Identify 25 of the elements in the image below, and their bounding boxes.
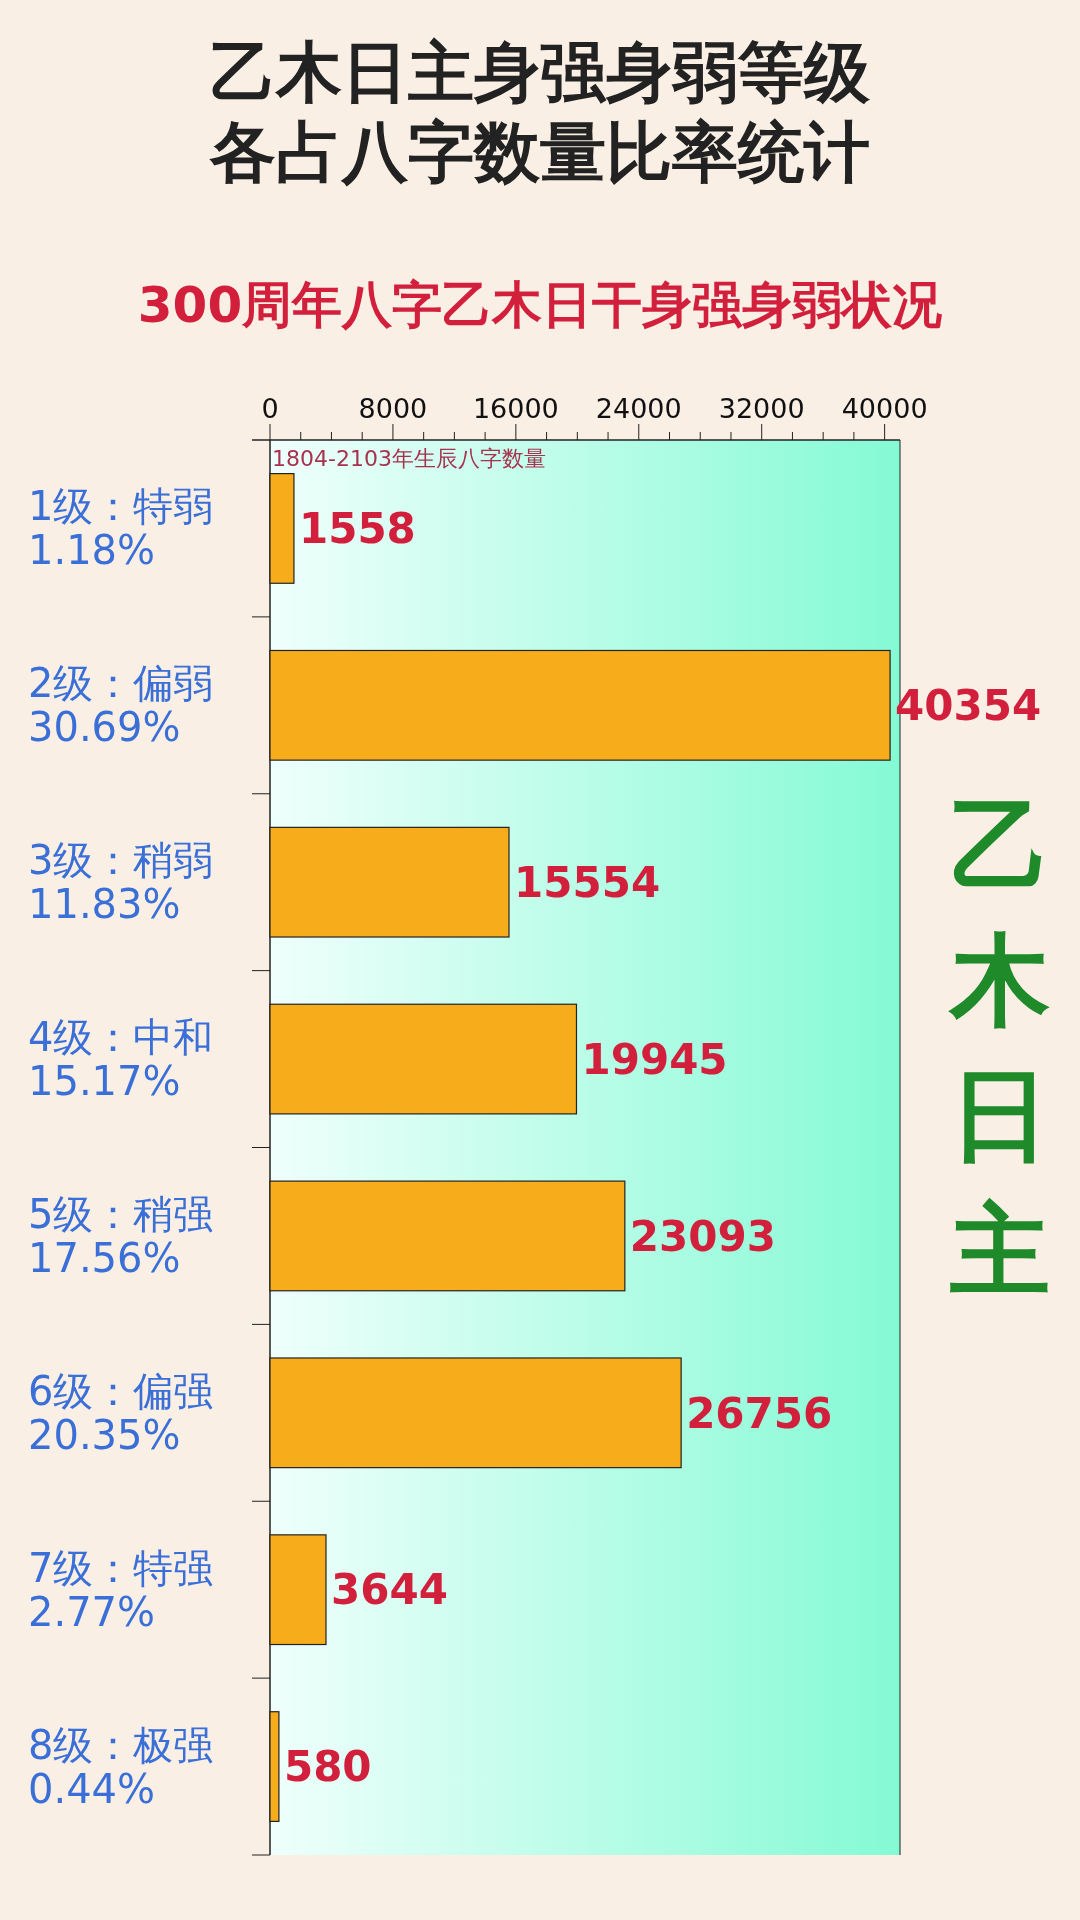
- x-tick-label: 8000: [358, 393, 428, 424]
- x-tick-label: 0: [261, 393, 279, 424]
- data-label: 23093: [629, 1211, 776, 1261]
- y-tick-label: 2级：偏弱 30.69%: [28, 660, 214, 751]
- data-label: 3644: [330, 1565, 448, 1615]
- data-label: 1558: [298, 504, 416, 554]
- y-tick-label: 8级：极强 0.44%: [28, 1721, 214, 1812]
- x-tick-label: 40000: [841, 393, 928, 424]
- chart-title: 乙木日主身强身弱等级各占八字数量比率统计: [209, 34, 871, 191]
- y-tick-label: 7级：特强 2.77%: [28, 1544, 214, 1635]
- data-label: 15554: [514, 857, 661, 907]
- data-label: 580: [283, 1742, 372, 1792]
- chart-subtitle: 300周年八字乙木日干身强身弱状况: [137, 276, 943, 334]
- data-label: 19945: [581, 1034, 728, 1084]
- text: 乙木日主: [948, 786, 1050, 1309]
- x-tick-label: 32000: [718, 393, 805, 424]
- y-tick-label: 1级：特弱 1.18%: [28, 483, 214, 574]
- y-tick-label: 5级：稍强 17.56%: [28, 1190, 214, 1281]
- x-tick-label: 16000: [472, 393, 559, 424]
- x-axis-title: 1804-2103年生辰八字数量: [272, 446, 546, 471]
- y-tick-label: 4级：中和 15.17%: [28, 1014, 214, 1105]
- y-tick-label: 3级：稍弱 11.83%: [28, 837, 214, 928]
- data-label: 26756: [686, 1388, 833, 1438]
- x-tick-label: 24000: [595, 393, 682, 424]
- y-tick-label: 6级：偏强 20.35%: [28, 1367, 214, 1458]
